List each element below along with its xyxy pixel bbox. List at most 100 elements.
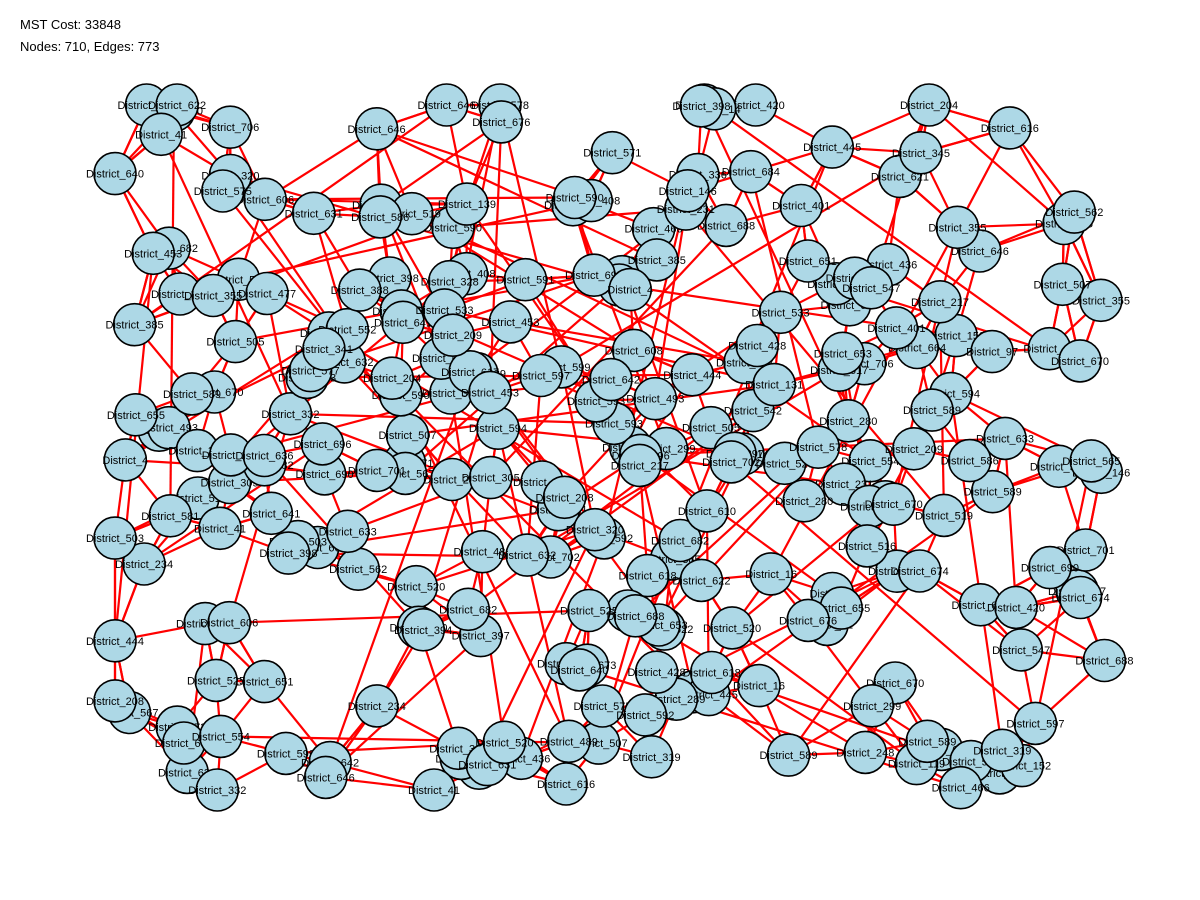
graph-node: District_248 — [423, 457, 481, 502]
node-circle — [488, 300, 533, 344]
node-label: District_610 — [678, 506, 736, 518]
node-label: District_590 — [546, 193, 604, 205]
node-label: District_562 — [1045, 207, 1103, 219]
graph-node: District_401 — [867, 306, 925, 350]
node-circle — [358, 195, 403, 239]
node-label: District_519 — [915, 510, 973, 522]
node-label: District_420 — [727, 100, 785, 112]
node-label: District_525 — [560, 606, 618, 618]
node-label: District_4 — [102, 455, 148, 467]
node-circle — [268, 391, 313, 436]
node-circle — [728, 149, 773, 194]
node-circle — [337, 268, 382, 312]
node-circle — [689, 650, 734, 695]
graph-node: District_503 — [86, 516, 144, 560]
graph-node: District_516 — [838, 524, 896, 568]
node-circle — [557, 648, 602, 692]
node-circle — [445, 182, 489, 226]
node-circle — [519, 353, 563, 398]
graph-node: District_641 — [242, 491, 300, 536]
node-label: District_208 — [536, 492, 594, 504]
graph-node: District_319 — [623, 734, 681, 779]
graph-node: District_299 — [843, 683, 901, 728]
graph-node: District_589 — [163, 372, 221, 416]
graph-node: District_319 — [973, 728, 1031, 773]
node-label: District_641 — [242, 508, 300, 520]
graph-node: District_453 — [124, 231, 182, 276]
node-label: District_586 — [941, 456, 999, 468]
graph-node: District_489 — [540, 719, 598, 764]
graph-edge — [411, 212, 775, 386]
node-label: District_445 — [803, 142, 861, 154]
node-label: District_208 — [86, 696, 144, 708]
graph-node: District_525 — [560, 588, 618, 633]
node-label: District_397 — [452, 631, 510, 643]
graph-node: District_208 — [536, 475, 594, 520]
graph-node: District_706 — [201, 105, 259, 149]
node-label: District_533 — [415, 305, 473, 317]
graph-node: District_682 — [651, 518, 709, 563]
graph-node: District_653 — [814, 331, 872, 376]
node-label: District_420 — [987, 602, 1045, 614]
node-label: District_701 — [348, 465, 406, 477]
graph-node: District_578 — [789, 425, 847, 470]
graph-node: District_676 — [779, 598, 837, 643]
node-circle — [479, 100, 524, 144]
node-circle — [874, 306, 919, 350]
graph-node: District_217 — [611, 443, 669, 488]
node-circle — [1058, 339, 1102, 383]
node-circle — [195, 768, 240, 812]
graph-edge — [787, 570, 921, 756]
node-label: District_547 — [992, 645, 1050, 657]
graph-node: District_632 — [155, 721, 213, 765]
node-circle — [907, 83, 951, 127]
graph-node: District_616 — [537, 762, 595, 806]
graph-node: District_701 — [1057, 528, 1115, 572]
node-circle — [266, 531, 311, 575]
graph-node: District_204 — [363, 356, 421, 401]
node-label: District_575 — [573, 701, 631, 713]
graph-node: District_622 — [672, 558, 730, 603]
node-circle — [947, 438, 992, 483]
graph-node: District_420 — [727, 83, 785, 127]
graph-node: District_688 — [697, 203, 755, 248]
graph-node: District_533 — [752, 290, 810, 335]
graph-node: District_589 — [898, 719, 956, 764]
graph-edge — [731, 627, 918, 765]
node-label: District_4 — [607, 285, 653, 297]
node-label: District_688 — [1075, 656, 1133, 668]
node-label: District_341 — [295, 344, 353, 356]
node-circle — [710, 606, 754, 650]
node-circle — [291, 191, 336, 236]
node-circle — [634, 650, 679, 695]
node-label: District_554 — [841, 456, 899, 468]
graph-node: District_345 — [892, 131, 950, 175]
node-circle — [482, 720, 527, 765]
graph-node: District_505 — [206, 319, 264, 364]
node-circle — [735, 323, 780, 368]
node-circle — [1028, 545, 1072, 590]
node-label: District_444 — [86, 636, 144, 648]
graph-node: District_632 — [498, 533, 556, 577]
node-circle — [503, 257, 548, 302]
graph-node: District_355 — [928, 205, 986, 250]
node-label: District_633 — [976, 433, 1034, 445]
node-label: District_444 — [663, 370, 721, 382]
graph-edge — [1003, 438, 1018, 608]
node-circle — [826, 398, 871, 443]
node-label: District_589 — [964, 487, 1022, 499]
graph-node: District_633 — [319, 509, 377, 554]
node-label: District_616 — [981, 123, 1039, 135]
node-circle — [679, 84, 724, 128]
node-label: District_204 — [363, 373, 421, 385]
graph-node: District_41 — [135, 112, 187, 157]
node-label: District_608 — [605, 345, 663, 357]
node-circle — [983, 416, 1027, 461]
graph-node: District_618 — [683, 650, 741, 695]
node-label: District_16 — [733, 681, 785, 693]
node-circle — [300, 422, 345, 466]
graph-node: District_248 — [836, 730, 894, 775]
graph-node: District_554 — [192, 714, 250, 759]
node-circle — [201, 169, 245, 213]
